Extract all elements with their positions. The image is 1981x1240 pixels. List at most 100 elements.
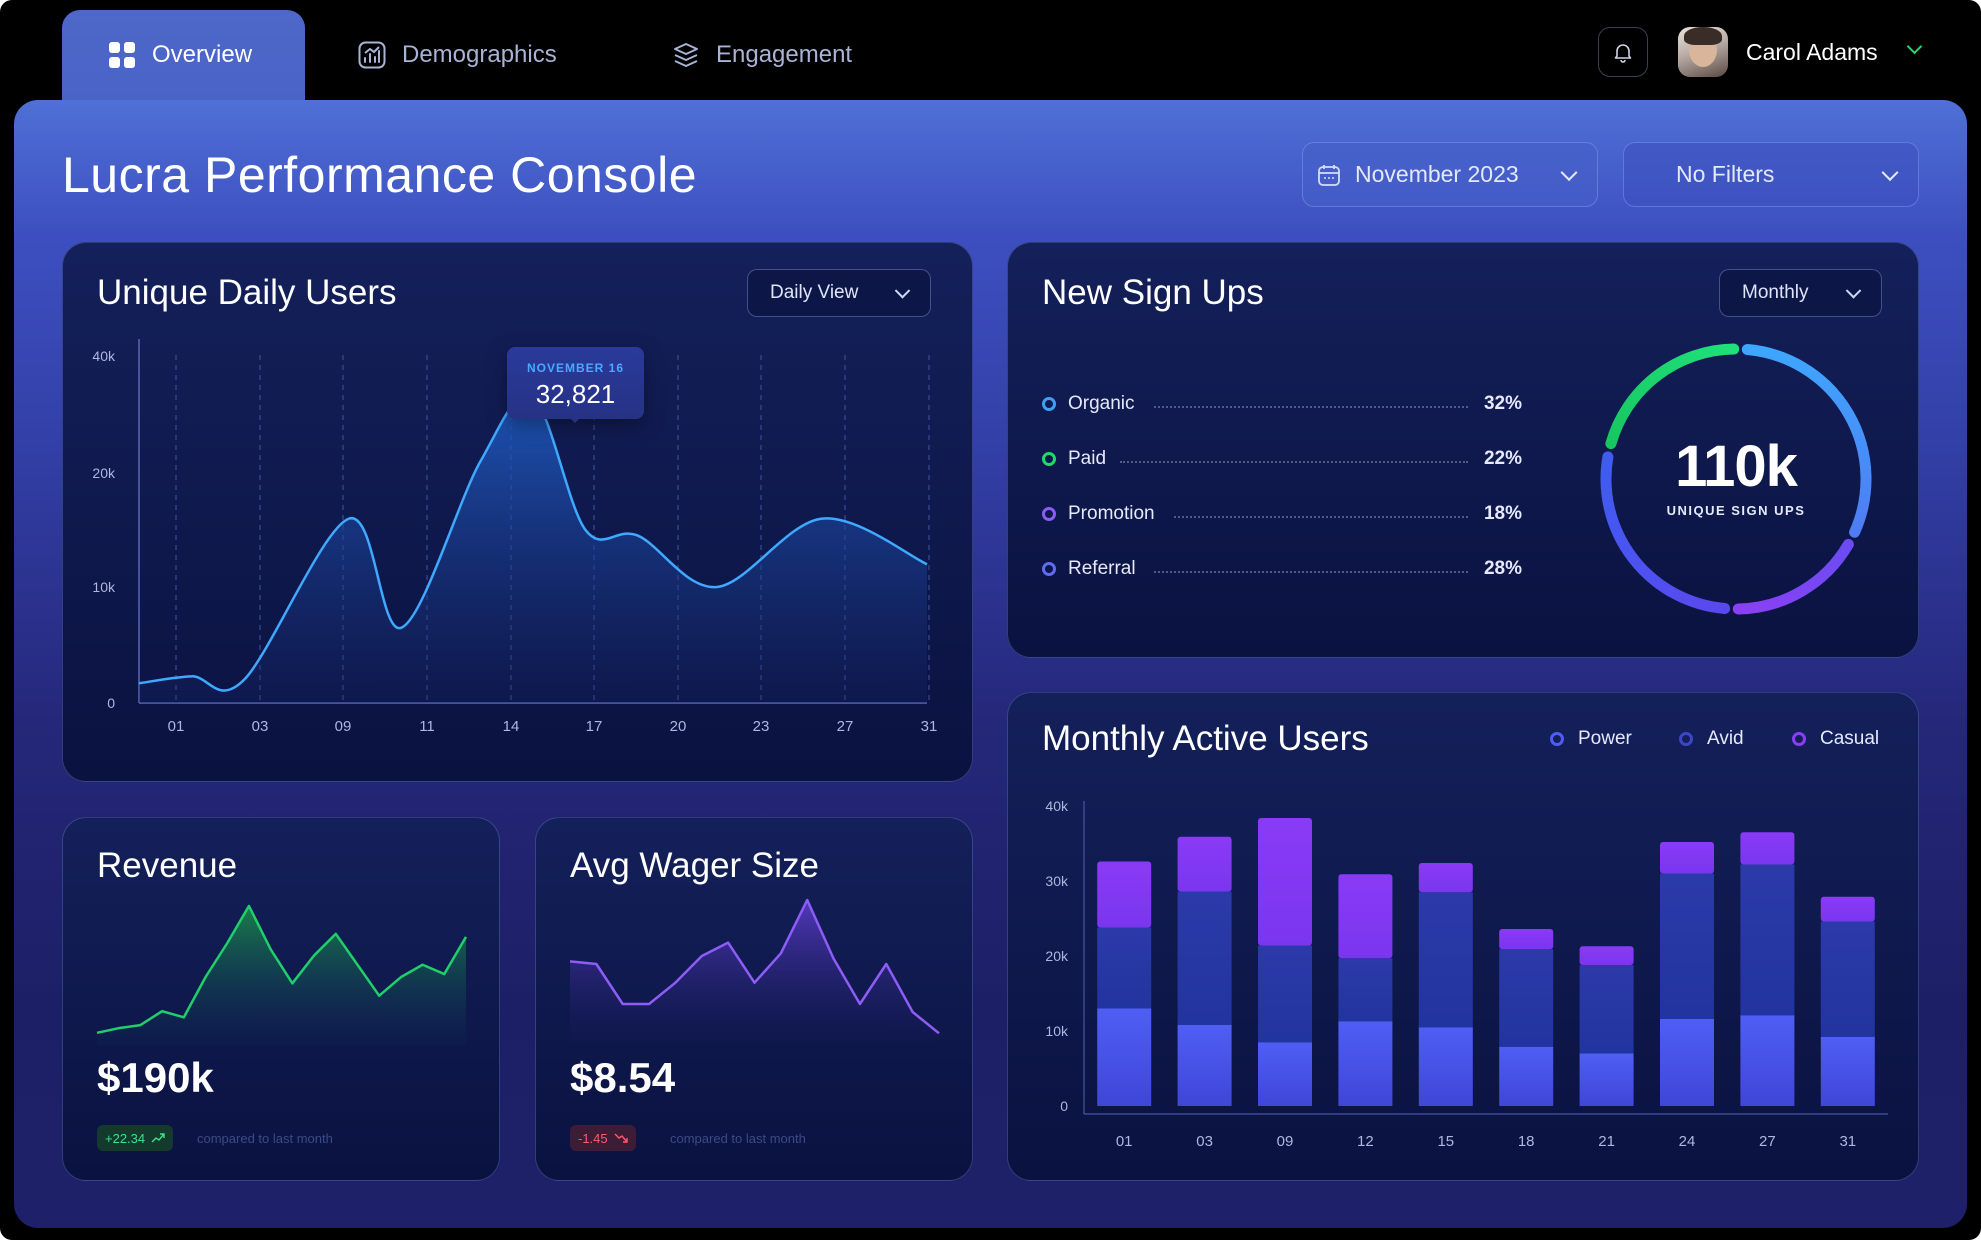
bar-power-15 (1418, 1027, 1473, 1106)
revenue-card: Revenue $190k +22.34 compared to last mo… (62, 817, 500, 1181)
legend-item-avid: Avid (1679, 728, 1744, 750)
filters-value: No Filters (1676, 161, 1775, 187)
legend-label: Organic (1068, 393, 1135, 414)
chart-icon (358, 41, 386, 69)
donut-slice-promotion (1732, 538, 1854, 615)
legend-dot (1679, 732, 1693, 746)
legend-value: 18% (1483, 503, 1522, 524)
donut-slice-referral (1600, 451, 1731, 615)
bar-power-12 (1338, 1021, 1393, 1106)
date-filter-value: November 2023 (1355, 161, 1519, 187)
legend-dot (1042, 452, 1056, 466)
card-title: New Sign Ups (1042, 273, 1264, 312)
legend-label: Referral (1068, 558, 1136, 579)
chevron-down-icon (1560, 163, 1578, 181)
dropdown-value: Daily View (770, 282, 859, 303)
x-tick-label: 27 (1759, 1133, 1776, 1150)
x-tick-label: 27 (837, 718, 854, 735)
notification-button[interactable] (1598, 27, 1648, 77)
bar-power-01 (1097, 1008, 1152, 1106)
chevron-down-icon (1906, 38, 1923, 55)
bar-casual-12 (1338, 874, 1393, 959)
unique-daily-users-chart: 01 03 09 11 14 17 20 23 27 31 0 10k 20k 40k (92, 339, 938, 735)
unique-daily-users-card: Unique Daily Users Daily View 01 03 09 11 14… (62, 242, 973, 782)
legend-dot (1792, 732, 1806, 746)
bar-avid-01 (1097, 927, 1152, 1009)
tab-engagement[interactable]: Engagement (672, 10, 852, 100)
y-tick-label: 30k (1045, 873, 1069, 889)
x-tick-label: 09 (335, 718, 352, 735)
bell-icon (1614, 44, 1632, 63)
trend-down-icon (614, 1133, 628, 1143)
bar-avid-21 (1579, 965, 1634, 1054)
tab-label: Demographics (402, 41, 557, 68)
sign-ups-donut-chart (1600, 343, 1872, 615)
y-tick-label: 40k (92, 348, 116, 364)
card-title: Monthly Active Users (1042, 719, 1369, 758)
legend-dot (1042, 397, 1056, 411)
bar-casual-21 (1579, 946, 1634, 965)
comparison-note: compared to last month (670, 1131, 806, 1146)
card-title: Unique Daily Users (97, 273, 397, 312)
bar-avid-24 (1660, 873, 1714, 1019)
period-dropdown[interactable]: Monthly (1719, 269, 1882, 317)
x-tick-label: 31 (921, 718, 938, 735)
legend-item-organic: Organic 32% (1042, 389, 1522, 419)
x-tick-label: 15 (1437, 1133, 1454, 1150)
bar-avid-27 (1740, 864, 1795, 1016)
legend-item-casual: Casual (1792, 728, 1879, 750)
x-tick-label: 03 (252, 718, 269, 735)
daily-view-dropdown[interactable]: Daily View (747, 269, 931, 317)
trend-up-icon (151, 1133, 165, 1143)
page-title: Lucra Performance Console (62, 147, 698, 203)
avg-wager-sparkline (569, 898, 940, 1042)
bar-avid-15 (1418, 892, 1473, 1028)
legend-dot (1042, 562, 1056, 576)
donut-caption: UNIQUE SIGN UPS (1666, 503, 1806, 518)
donut-total: 110k (1675, 434, 1798, 499)
sparkline-line (569, 898, 940, 1035)
bar-power-24 (1660, 1019, 1714, 1106)
y-tick-label: 0 (107, 695, 115, 711)
top-navigation: Overview Demographics Engagement Carol A… (0, 0, 1981, 100)
bar-casual-15 (1418, 863, 1473, 893)
x-tick-label: 24 (1679, 1133, 1696, 1150)
card-title: Avg Wager Size (570, 846, 819, 885)
x-tick-label: 03 (1196, 1133, 1213, 1150)
y-tick-label: 0 (1060, 1098, 1068, 1114)
revenue-change-badge: +22.34 (97, 1125, 174, 1151)
x-tick-label: 14 (503, 718, 520, 735)
bar-avid-03 (1177, 891, 1232, 1025)
tooltip-value: 32,821 (535, 379, 616, 409)
bar-power-27 (1740, 1015, 1795, 1106)
bar-avid-31 (1820, 921, 1875, 1037)
legend-item-promotion: Promotion 18% (1042, 499, 1522, 529)
x-tick-label: 01 (168, 718, 185, 735)
filters-dropdown[interactable]: No Filters (1623, 142, 1919, 207)
y-tick-label: 20k (92, 465, 116, 481)
area-fill (139, 395, 927, 703)
legend-value: 28% (1483, 558, 1522, 579)
layers-icon (672, 41, 700, 69)
bar-avid-09 (1258, 945, 1312, 1043)
wager-change-badge: -1.45 (570, 1125, 636, 1151)
x-tick-label: 17 (586, 718, 603, 735)
tab-overview[interactable]: Overview (62, 10, 305, 100)
tab-demographics[interactable]: Demographics (358, 10, 557, 100)
badge-value: -1.45 (578, 1130, 608, 1146)
series-line (138, 394, 928, 692)
monthly-active-users-chart: 0 10k 20k 30k 40k 01 03 09 12 15 18 21 24 27 31 (1045, 798, 1888, 1150)
chevron-down-icon (1881, 163, 1899, 181)
monthly-active-users-card: Monthly Active Users 0 10k 20k 30k 40k 01 03 09… (1007, 692, 1919, 1181)
bar-power-18 (1499, 1046, 1554, 1106)
x-tick-label: 20 (670, 718, 687, 735)
user-menu[interactable]: Carol Adams (1678, 27, 1938, 79)
avatar (1678, 27, 1728, 77)
bar-casual-01 (1097, 861, 1152, 928)
legend-dot (1550, 732, 1564, 746)
date-filter[interactable]: November 2023 (1302, 142, 1598, 207)
new-sign-ups-card: New Sign Ups Monthly Organic 32% Paid 22… (1007, 242, 1919, 658)
sparkline-line (96, 904, 468, 1035)
tooltip-date: NOVEMBER 16 (526, 361, 625, 375)
card-title: Revenue (97, 846, 238, 885)
